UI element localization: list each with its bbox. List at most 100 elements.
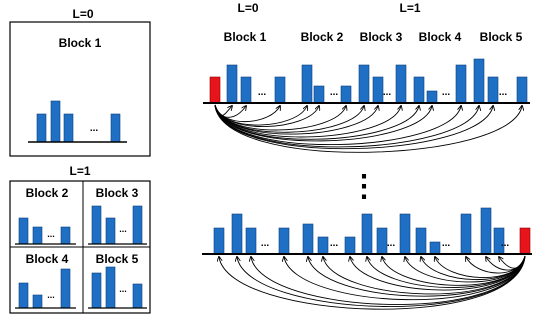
left-block1-bars xyxy=(36,100,121,143)
right-block2-title: Block 2 xyxy=(301,30,344,44)
bar xyxy=(132,205,143,245)
bar xyxy=(110,113,121,143)
bar xyxy=(32,294,43,309)
attention-arrow xyxy=(499,256,526,269)
bar xyxy=(91,272,102,309)
right-block1-title: Block 1 xyxy=(224,30,267,44)
token-bar xyxy=(302,223,314,255)
bar xyxy=(36,113,47,143)
ellipsis: ... xyxy=(387,238,396,249)
bar xyxy=(18,217,29,245)
ellipsis: ... xyxy=(501,238,510,249)
right-level1-label: L=1 xyxy=(399,1,420,15)
token-bar xyxy=(226,64,238,104)
token-bar xyxy=(413,76,425,104)
token-bar xyxy=(399,213,411,255)
bar xyxy=(32,226,43,245)
attention-arrow xyxy=(214,105,307,126)
token-bar xyxy=(313,85,325,104)
token-bar xyxy=(278,227,290,255)
bottom-sequence: ............... xyxy=(202,207,532,255)
attention-arrow xyxy=(214,105,419,140)
left-block3-title: Block 3 xyxy=(96,186,139,200)
token-bar xyxy=(317,236,329,255)
ellipsis: ... xyxy=(383,87,392,98)
ellipsis: ... xyxy=(330,238,339,249)
token-bar xyxy=(340,85,352,104)
bar xyxy=(50,100,61,143)
token-bar xyxy=(455,64,467,104)
attention-arrow xyxy=(214,105,378,135)
attention-arrow xyxy=(214,105,479,148)
attention-arrow xyxy=(214,105,432,142)
token-bar xyxy=(213,227,225,255)
token-bar xyxy=(344,236,356,255)
left-block3-ellipsis: ... xyxy=(119,224,127,234)
token-bar xyxy=(395,64,407,104)
highlighted-token-bar xyxy=(519,227,531,255)
left-level1-grid: Block 2 ... Block 3 ... Block 4 ... Bloc… xyxy=(9,180,151,314)
left-block2-title: Block 2 xyxy=(26,186,69,200)
token-bar xyxy=(460,213,472,255)
bar xyxy=(63,113,74,143)
bar xyxy=(91,205,102,245)
token-bar xyxy=(358,64,370,104)
attention-arrow xyxy=(214,105,493,150)
token-bar xyxy=(480,207,492,255)
token-bar xyxy=(487,76,499,104)
right-block4-title: Block 4 xyxy=(419,30,462,44)
ellipsis: ... xyxy=(261,238,270,249)
token-bar xyxy=(426,90,438,104)
attention-arrow xyxy=(251,256,526,305)
highlighted-token-bar xyxy=(209,76,221,104)
bar xyxy=(132,283,143,309)
attention-arrow xyxy=(214,105,319,127)
bar xyxy=(105,266,116,309)
ellipsis: ... xyxy=(499,87,508,98)
token-bar xyxy=(245,227,257,255)
top-sequence: ............... xyxy=(203,58,530,104)
left-level0-label: L=0 xyxy=(72,7,93,21)
left-block1-ellipsis: ... xyxy=(90,123,99,134)
top-attention-arrows xyxy=(214,105,522,153)
token-bar xyxy=(231,213,243,255)
token-bar xyxy=(516,76,528,104)
left-block4-ellipsis: ... xyxy=(47,290,55,300)
token-bar xyxy=(473,58,485,104)
token-bar xyxy=(240,76,252,104)
attention-arrow xyxy=(214,105,461,146)
attention-arrow xyxy=(214,105,522,153)
ellipsis: ... xyxy=(330,87,339,98)
left-block4-title: Block 4 xyxy=(26,252,69,266)
right-block3-title: Block 3 xyxy=(360,30,403,44)
ellipsis: ... xyxy=(442,238,451,249)
left-block1-box: Block 1 ... xyxy=(9,21,151,157)
left-block2-ellipsis: ... xyxy=(47,229,55,239)
left-block1-title: Block 1 xyxy=(59,36,102,50)
token-bar xyxy=(274,76,286,104)
token-bar xyxy=(301,64,313,104)
vertical-ellipsis: ⋮ xyxy=(349,170,379,203)
token-bar xyxy=(372,76,384,104)
attention-arrow xyxy=(214,105,346,131)
token-bar xyxy=(429,241,441,255)
right-block-titles: Block 1 Block 2 Block 3 Block 4 Block 5 xyxy=(224,30,523,44)
bar xyxy=(18,282,29,309)
left-block5-title: Block 5 xyxy=(96,252,139,266)
token-bar xyxy=(376,227,388,255)
left-level1-label: L=1 xyxy=(69,164,90,178)
right-block5-title: Block 5 xyxy=(480,30,523,44)
bar xyxy=(60,268,71,309)
bar xyxy=(105,217,116,245)
token-bar xyxy=(415,227,427,255)
bottom-attention-arrows xyxy=(219,256,526,310)
attention-arrow xyxy=(219,256,526,310)
token-bar xyxy=(361,213,373,255)
right-level0-label: L=0 xyxy=(237,1,258,15)
ellipsis: ... xyxy=(258,87,267,98)
attention-arrow xyxy=(214,105,364,133)
left-block5-ellipsis: ... xyxy=(119,284,127,294)
ellipsis: ... xyxy=(442,87,451,98)
bar xyxy=(60,226,71,245)
